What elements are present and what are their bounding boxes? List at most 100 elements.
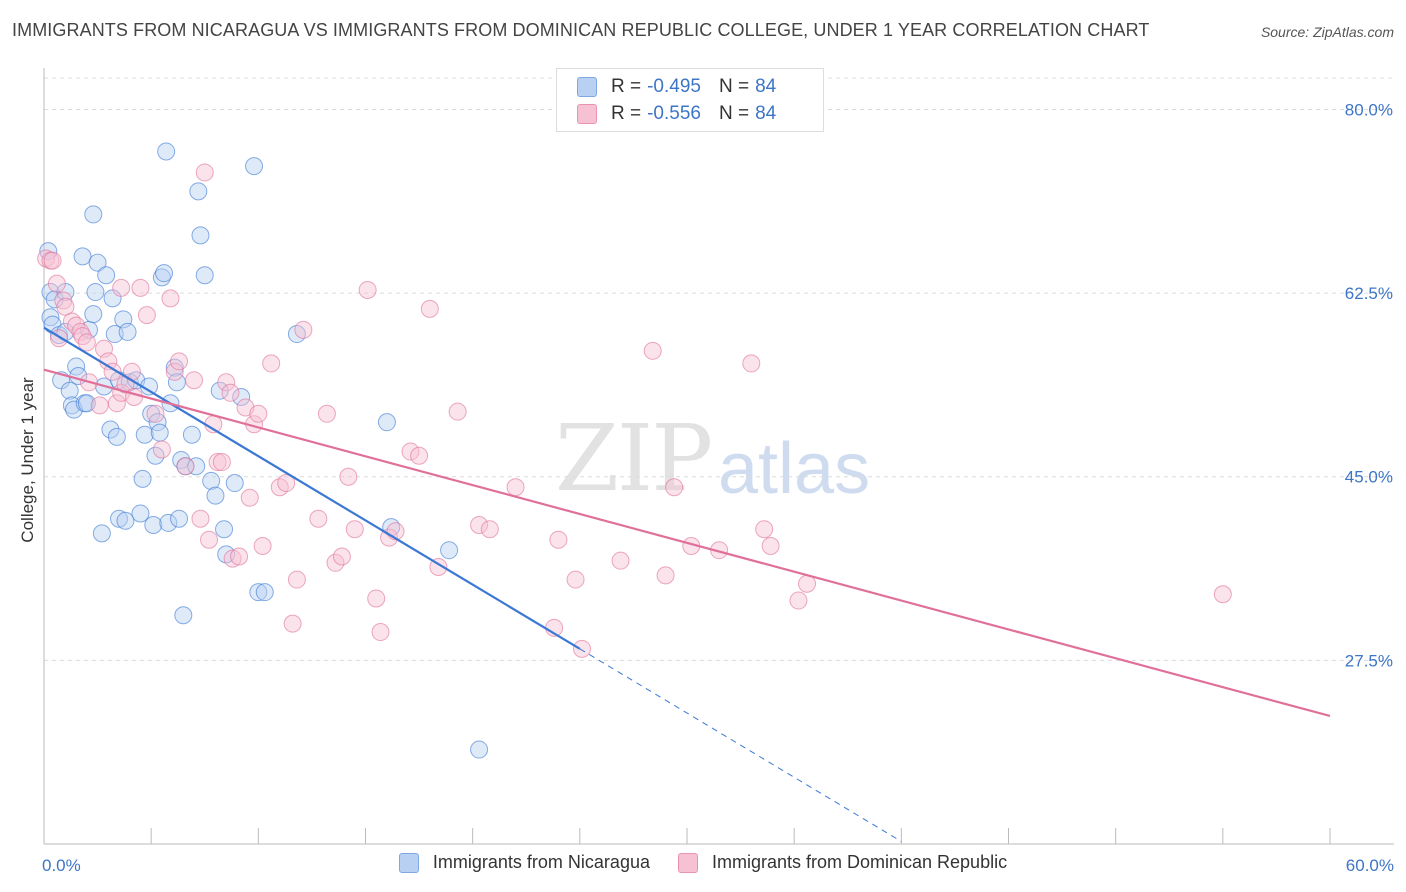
legend-swatch-pink (677, 852, 698, 873)
point-dominican (165, 362, 184, 381)
point-dominican (185, 371, 204, 390)
point-nicaragua (232, 387, 251, 406)
point-dominican (611, 551, 630, 570)
point-nicaragua (131, 504, 150, 523)
point-dominican (249, 404, 268, 423)
point-nicaragua (118, 322, 137, 341)
legend-row-nicaragua: R = -0.495 N = 84 (577, 75, 776, 99)
point-dominican (309, 509, 328, 528)
point-nicaragua (189, 182, 208, 201)
point-dominican (566, 570, 585, 589)
point-dominican (1213, 585, 1232, 604)
point-dominican (240, 488, 259, 507)
legend-item-nicaragua: Immigrants from Nicaragua (398, 852, 650, 873)
point-dominican (656, 566, 675, 585)
point-dominican (480, 520, 499, 539)
point-dominican (125, 387, 144, 406)
point-nicaragua (255, 583, 274, 602)
point-dominican (287, 570, 306, 589)
point-dominican (161, 289, 180, 308)
point-nicaragua (86, 283, 105, 302)
point-nicaragua (92, 524, 111, 543)
y-tick-label: 27.5% (1345, 651, 1393, 670)
correlation-legend: R = -0.495 N = 84 R = -0.556 N = 84 (556, 68, 824, 132)
point-dominican (112, 278, 131, 297)
trendline-nicaragua-extension (579, 648, 902, 842)
point-dominican (410, 446, 429, 465)
point-dominican (283, 614, 302, 633)
point-dominican (371, 623, 390, 642)
r-label: R = (611, 76, 642, 97)
point-dominican (401, 442, 420, 461)
point-dominican (277, 474, 296, 493)
watermark-zip: ZIP (555, 405, 713, 512)
point-nicaragua (170, 509, 189, 528)
point-nicaragua (155, 264, 174, 283)
n-value: 84 (755, 103, 777, 124)
r-value: -0.556 (647, 103, 701, 124)
point-dominican (195, 163, 214, 182)
legend-label-dominican: Immigrants from Dominican Republic (711, 852, 1008, 872)
point-dominican (262, 354, 281, 373)
point-nicaragua (110, 509, 129, 528)
point-dominican (367, 589, 386, 608)
legend-swatch-blue (577, 77, 597, 97)
point-dominican (212, 453, 231, 472)
point-dominican (420, 299, 439, 318)
point-dominican (223, 549, 242, 568)
point-dominican (742, 354, 761, 373)
point-dominican (146, 404, 165, 423)
point-dominican (761, 536, 780, 555)
chart-title: IMMIGRANTS FROM NICARAGUA VS IMMIGRANTS … (12, 20, 1150, 40)
point-nicaragua (202, 471, 221, 490)
point-dominican (230, 547, 249, 566)
point-nicaragua (174, 606, 193, 625)
point-dominican (665, 478, 684, 497)
point-dominican (253, 536, 272, 555)
point-nicaragua (84, 305, 103, 324)
y-tick-label: 80.0% (1345, 100, 1393, 119)
legend-item-dominican: Immigrants from Dominican Republic (677, 852, 1008, 873)
point-nicaragua (470, 740, 489, 759)
point-dominican (90, 396, 109, 415)
point-dominican (77, 333, 96, 352)
y-axis-label: College, Under 1 year (18, 377, 37, 543)
point-dominican (176, 457, 195, 476)
series-legend: Immigrants from Nicaragua Immigrants fro… (0, 852, 1406, 873)
point-nicaragua (116, 511, 135, 530)
point-dominican (294, 320, 313, 339)
point-dominican (358, 280, 377, 299)
point-nicaragua (187, 457, 206, 476)
point-nicaragua (225, 474, 244, 493)
point-nicaragua (157, 142, 176, 161)
point-dominican (208, 453, 227, 472)
point-nicaragua (440, 541, 459, 560)
x-tick-label: 60.0% (1346, 856, 1394, 875)
legend-row-dominican: R = -0.556 N = 84 (577, 102, 776, 126)
point-dominican (131, 278, 150, 297)
point-dominican (170, 352, 189, 371)
trendline-dominican (43, 368, 1331, 718)
point-dominican (643, 341, 662, 360)
point-nicaragua (215, 520, 234, 539)
point-nicaragua (182, 425, 201, 444)
r-value: -0.495 (647, 76, 701, 97)
point-dominican (317, 404, 336, 423)
point-nicaragua (377, 413, 396, 432)
point-dominican (470, 516, 489, 535)
watermark-atlas: atlas (718, 429, 871, 509)
point-dominican (572, 639, 591, 658)
source-label: Source: ZipAtlas.com (1260, 24, 1394, 40)
point-nicaragua (191, 226, 210, 245)
n-value: 84 (755, 76, 777, 97)
r-label: R = (611, 103, 642, 124)
point-dominican (152, 440, 171, 459)
point-dominican (221, 383, 240, 402)
point-dominican (43, 251, 62, 270)
trendline-nicaragua (43, 326, 581, 650)
point-nicaragua (150, 423, 169, 442)
point-nicaragua (133, 469, 152, 488)
point-dominican (506, 478, 525, 497)
point-nicaragua (159, 513, 178, 532)
